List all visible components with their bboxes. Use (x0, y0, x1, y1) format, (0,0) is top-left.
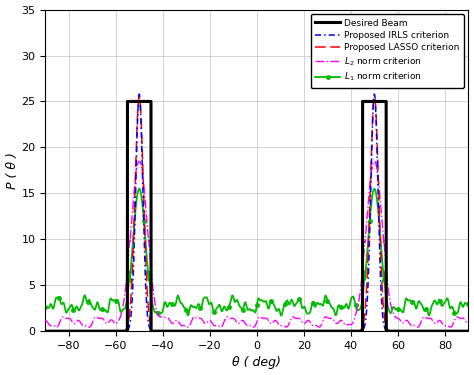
Desired Beam (125, 99, 130, 104)
Desired Beam (92, 329, 98, 333)
Line: Proposed IRLS criterion: Proposed IRLS criterion (45, 94, 468, 331)
$L_2$ norm criterion (174, 318, 180, 322)
$L_2$ norm criterion (465, 321, 471, 326)
$L_1$ norm criterion (137, 186, 142, 191)
$L_2$ norm criterion (137, 159, 142, 164)
Proposed IRLS criterion (254, 329, 260, 333)
$L_1$ norm criterion (69, 303, 75, 307)
Proposed IRLS criterion (174, 329, 180, 333)
$L_2$ norm criterion (369, 165, 375, 169)
Desired Beam (69, 329, 75, 333)
$L_1$ norm criterion (369, 195, 375, 199)
Proposed IRLS criterion (92, 329, 98, 333)
Proposed LASSO criterion (137, 94, 142, 99)
Proposed LASSO criterion (254, 329, 260, 333)
Proposed LASSO criterion (369, 122, 375, 127)
Y-axis label: P ( θ ): P ( θ ) (6, 152, 18, 189)
Proposed IRLS criterion (335, 329, 341, 333)
Proposed LASSO criterion (465, 329, 471, 333)
Proposed LASSO criterion (92, 329, 98, 333)
Proposed IRLS criterion (42, 329, 48, 333)
Desired Beam (174, 329, 180, 333)
Legend: Desired Beam, Proposed IRLS criterion, Proposed LASSO criterion, $L_2$ norm crit: Desired Beam, Proposed IRLS criterion, P… (310, 14, 464, 88)
Line: $L_2$ norm criterion: $L_2$ norm criterion (45, 161, 468, 327)
Proposed LASSO criterion (42, 329, 48, 333)
Proposed LASSO criterion (93, 329, 99, 333)
$L_2$ norm criterion (92, 315, 98, 319)
Proposed IRLS criterion (465, 329, 471, 333)
Proposed IRLS criterion (93, 329, 99, 333)
$L_2$ norm criterion (93, 315, 99, 319)
Proposed LASSO criterion (174, 329, 180, 333)
X-axis label: θ ( deg): θ ( deg) (232, 357, 281, 369)
$L_1$ norm criterion (93, 304, 99, 308)
Desired Beam (369, 99, 375, 104)
Desired Beam (465, 329, 471, 333)
$L_2$ norm criterion (42, 318, 48, 322)
$L_1$ norm criterion (174, 296, 180, 300)
Proposed IRLS criterion (137, 92, 142, 96)
$L_1$ norm criterion (335, 306, 340, 310)
Proposed IRLS criterion (69, 329, 75, 333)
Line: Proposed LASSO criterion: Proposed LASSO criterion (45, 97, 468, 331)
$L_1$ norm criterion (42, 305, 48, 309)
Line: Desired Beam: Desired Beam (45, 102, 468, 331)
$L_2$ norm criterion (335, 321, 341, 326)
Proposed LASSO criterion (69, 329, 75, 333)
Desired Beam (42, 329, 48, 333)
Desired Beam (93, 329, 99, 333)
$L_2$ norm criterion (218, 325, 224, 329)
Line: $L_1$ norm criterion: $L_1$ norm criterion (44, 187, 470, 317)
$L_1$ norm criterion (465, 302, 471, 306)
Proposed IRLS criterion (369, 131, 375, 135)
Desired Beam (335, 329, 340, 333)
$L_1$ norm criterion (426, 313, 432, 318)
$L_2$ norm criterion (69, 319, 75, 324)
$L_1$ norm criterion (92, 306, 98, 310)
Proposed LASSO criterion (335, 329, 341, 333)
